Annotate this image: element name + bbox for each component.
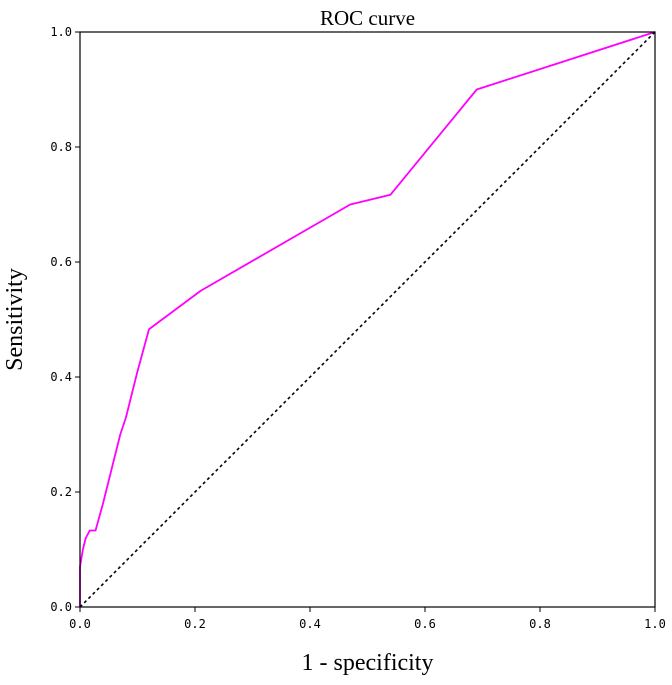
x-tick-label: 0.4 <box>299 617 321 631</box>
y-tick-label: 0.4 <box>50 370 72 384</box>
y-tick-label: 0.8 <box>50 140 72 154</box>
x-tick-label: 0.8 <box>529 617 551 631</box>
y-axis-label: Sensitivity <box>2 268 28 371</box>
roc-curve-line <box>79 31 656 607</box>
y-tick-label: 0.6 <box>50 255 72 269</box>
y-axis: 0.0 0.2 0.4 0.6 0.8 1.0 <box>50 25 80 614</box>
chart-title: ROC curve <box>320 6 415 30</box>
y-tick-label: 0.2 <box>50 485 72 499</box>
y-tick-label: 1.0 <box>50 25 72 39</box>
x-tick-label: 1.0 <box>644 617 666 631</box>
x-tick-label: 0.0 <box>69 617 91 631</box>
y-tick-label: 0.0 <box>50 600 72 614</box>
x-axis-label: 1 - specificity <box>302 650 434 676</box>
plot-frame <box>79 31 656 608</box>
x-axis: 0.0 0.2 0.4 0.6 0.8 1.0 <box>69 607 666 631</box>
x-tick-label: 0.2 <box>184 617 206 631</box>
reference-diagonal-line <box>79 31 656 608</box>
x-tick-label: 0.6 <box>414 617 436 631</box>
series-layer <box>79 31 656 608</box>
